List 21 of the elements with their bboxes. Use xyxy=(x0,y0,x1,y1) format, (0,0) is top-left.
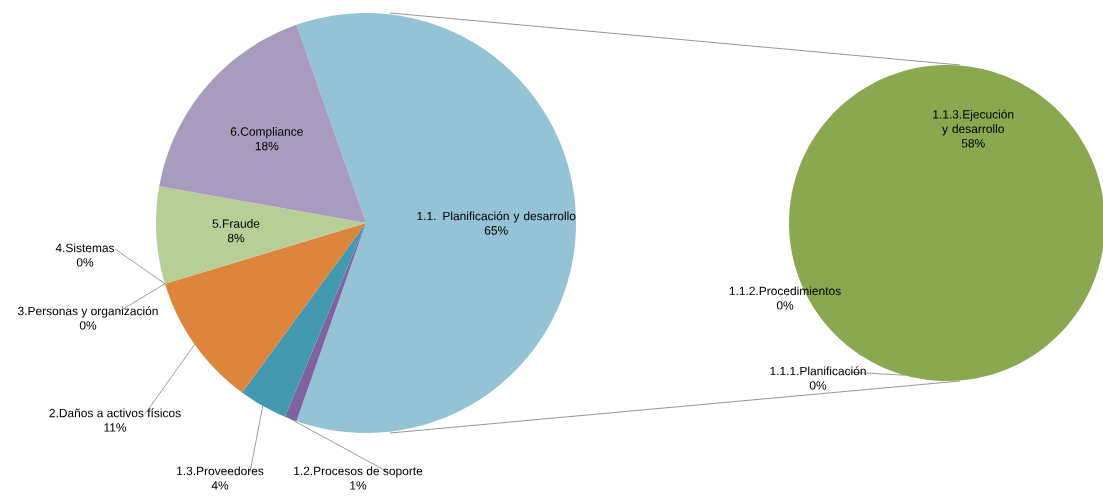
slice-label: 2.Daños a activos físicos xyxy=(49,408,181,418)
slice-label: 6.Compliance xyxy=(230,127,303,139)
data-label: 11% xyxy=(104,423,127,432)
text: 0% xyxy=(76,258,94,267)
data-label: 1% xyxy=(350,481,367,490)
data-label: 65% xyxy=(484,226,508,235)
data-label: 8% xyxy=(227,233,245,243)
data-label: 18% xyxy=(255,141,279,151)
data-label: 58% xyxy=(961,139,985,148)
slice-label: 1.1.3.Ejecución y desarrollo xyxy=(933,109,1014,136)
slice-label: 1.1. Planificación y desarrollo xyxy=(417,211,576,223)
category-label: 1.1.1.Planificación xyxy=(770,366,866,376)
category-label: 4.Sistemas xyxy=(55,243,115,253)
text: 0% xyxy=(79,321,97,330)
text: 0% xyxy=(809,381,827,390)
slice-label: 1.2.Procesos de soporte xyxy=(294,466,423,478)
slice-label: 5.Fraude xyxy=(212,219,260,228)
slice-label: 1.3.Proveedores xyxy=(177,466,264,476)
text: 0% xyxy=(776,301,794,310)
category-label: 3.Personas y organización xyxy=(18,306,158,318)
data-label: 4% xyxy=(211,481,229,490)
